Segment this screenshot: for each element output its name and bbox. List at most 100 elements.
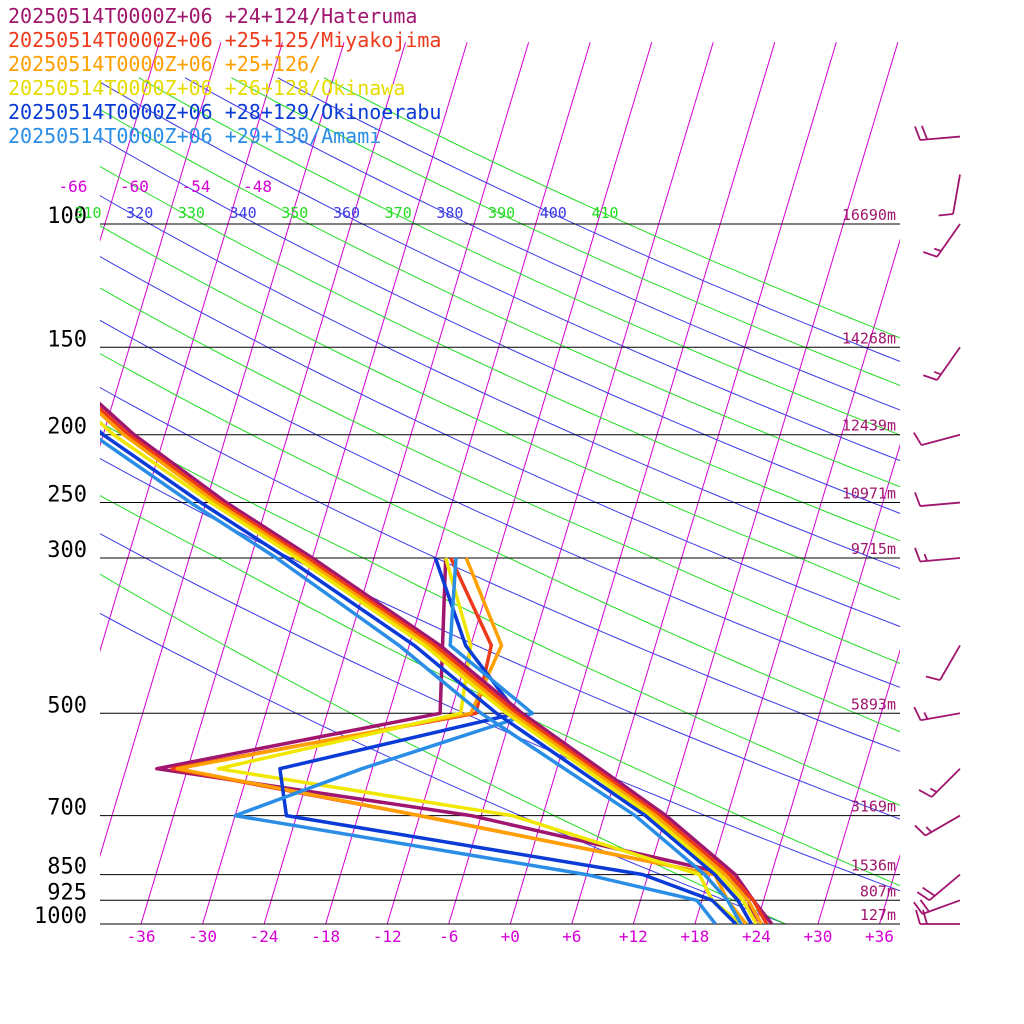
wind-barb-staff xyxy=(932,769,960,797)
wind-barb-staff xyxy=(920,503,960,506)
legend-entry-okinawa: 20250514T0000Z+06 +26+128/Okinawa xyxy=(8,76,441,100)
wind-barb-flag xyxy=(939,214,953,216)
pressure-label-150: 150 xyxy=(47,327,87,352)
temperature-tick-label: +12 xyxy=(619,927,648,946)
wind-barb xyxy=(923,224,960,257)
legend-entry-amami: 20250514T0000Z+06 +29+130/Amami xyxy=(8,124,441,148)
wind-barb xyxy=(915,492,960,506)
theta-label: 370 xyxy=(385,204,412,222)
wind-barb-flag xyxy=(916,910,920,924)
wind-barb-staff xyxy=(937,224,960,257)
wind-barb-half-flag xyxy=(924,712,927,719)
wind-barb xyxy=(926,645,960,680)
wind-barb-flag xyxy=(915,126,920,140)
height-label-300: 9715m xyxy=(851,540,896,558)
theta-label: 320 xyxy=(126,204,153,222)
wind-barb-flag xyxy=(915,492,920,506)
pressure-label-925: 925 xyxy=(47,880,87,905)
pressure-label-700: 700 xyxy=(47,796,87,821)
wind-barb-flag xyxy=(926,677,940,681)
pressure-label-300: 300 xyxy=(47,538,87,563)
wind-barb-flag xyxy=(915,825,925,835)
height-label-200: 12439m xyxy=(842,417,896,435)
upper-isotherm-label: -66 xyxy=(58,177,87,196)
theta-label: 350 xyxy=(281,204,308,222)
pressure-label-500: 500 xyxy=(47,693,87,718)
height-label-150: 14268m xyxy=(842,329,896,347)
upper-isotherm-label: -48 xyxy=(243,177,272,196)
wind-barb xyxy=(939,175,960,216)
legend-entry-miyakojima: 20250514T0000Z+06 +25+125/Miyakojima xyxy=(8,28,441,52)
wind-barb xyxy=(917,875,960,901)
wind-barb-half-flag xyxy=(926,827,931,832)
isotherm-line xyxy=(317,42,590,953)
wind-barb xyxy=(914,433,960,445)
isotherm-line xyxy=(686,42,959,953)
height-label-500: 5893m xyxy=(851,695,896,713)
wind-barb-flag xyxy=(917,892,929,900)
wind-barb-flag xyxy=(914,902,923,914)
upper-isotherm-label: -60 xyxy=(120,177,149,196)
wind-barb-flag xyxy=(920,900,929,912)
pressure-label-1000: 1000 xyxy=(34,904,87,929)
legend: 20250514T0000Z+06 +24+124/Hateruma 20250… xyxy=(8,4,441,148)
wind-barb-staff xyxy=(940,645,960,680)
wind-barbs xyxy=(914,126,960,924)
wind-barb-staff xyxy=(953,175,960,214)
wind-barb-half-flag xyxy=(930,789,936,793)
temperature-tick-label: -6 xyxy=(439,927,458,946)
temperature-tick-label: -30 xyxy=(188,927,217,946)
legend-entry-hateruma: 20250514T0000Z+06 +24+124/Hateruma xyxy=(8,4,441,28)
temperature-tick-label: +18 xyxy=(680,927,709,946)
theta-label: 360 xyxy=(333,204,360,222)
temperature-tick-label: +36 xyxy=(865,927,894,946)
height-label-850: 1536m xyxy=(851,857,896,875)
height-label-1000: 127m xyxy=(860,906,896,924)
skew-t-chart: 100 16690m150 14268m200 12439m250 10971m300 9… xyxy=(0,0,1024,1024)
isotherm-line xyxy=(563,42,836,953)
isobar-lines xyxy=(100,224,900,924)
wind-barb xyxy=(914,707,960,720)
height-label-250: 10971m xyxy=(842,485,896,503)
height-label-100: 16690m xyxy=(842,206,896,224)
wind-barb-flag xyxy=(914,433,921,445)
temperature-tick-label: +0 xyxy=(501,927,520,946)
temperature-tick-label: -24 xyxy=(250,927,279,946)
theta-label: 330 xyxy=(178,204,205,222)
temperature-tick-label: -18 xyxy=(311,927,340,946)
wind-barb-staff xyxy=(929,875,960,901)
wind-barb xyxy=(915,126,960,140)
temperature-tick-label: +30 xyxy=(803,927,832,946)
legend-entry-25-126: 20250514T0000Z+06 +25+126/ xyxy=(8,52,441,76)
wind-barb-flag xyxy=(919,790,932,797)
pressure-label-200: 200 xyxy=(47,415,87,440)
wind-barb xyxy=(923,347,960,380)
theta-label: 390 xyxy=(488,204,515,222)
wind-barb-half-flag xyxy=(934,249,941,251)
wind-barb-half-flag xyxy=(925,554,928,561)
temperature-tick-label: -12 xyxy=(373,927,402,946)
wind-barb-staff xyxy=(921,435,960,445)
theta-label: 310 xyxy=(74,204,101,222)
wind-barb-flag xyxy=(915,548,920,562)
pressure-label-250: 250 xyxy=(47,483,87,508)
temperature-tick-label: +24 xyxy=(742,927,771,946)
wind-barb-half-flag xyxy=(934,372,941,374)
wind-barb-staff xyxy=(925,816,960,836)
wind-barb-flag xyxy=(923,888,935,896)
height-label-925: 807m xyxy=(860,882,896,900)
wind-barb-staff xyxy=(937,347,960,380)
theta-label: 410 xyxy=(591,204,618,222)
pressure-label-850: 850 xyxy=(47,855,87,880)
isotherm-line xyxy=(0,42,36,953)
theta-label: 380 xyxy=(436,204,463,222)
theta-label: 400 xyxy=(540,204,567,222)
theta-label: 340 xyxy=(230,204,257,222)
legend-entry-okinoerabu: 20250514T0000Z+06 +28+129/Okinoerabu xyxy=(8,100,441,124)
upper-isotherm-label: -54 xyxy=(182,177,211,196)
wind-barb-flag xyxy=(914,707,920,720)
wind-barb-flag xyxy=(923,252,937,257)
temperature-tick-label: +6 xyxy=(562,927,581,946)
wind-barb xyxy=(915,548,960,562)
wind-barb-staff xyxy=(922,900,960,914)
